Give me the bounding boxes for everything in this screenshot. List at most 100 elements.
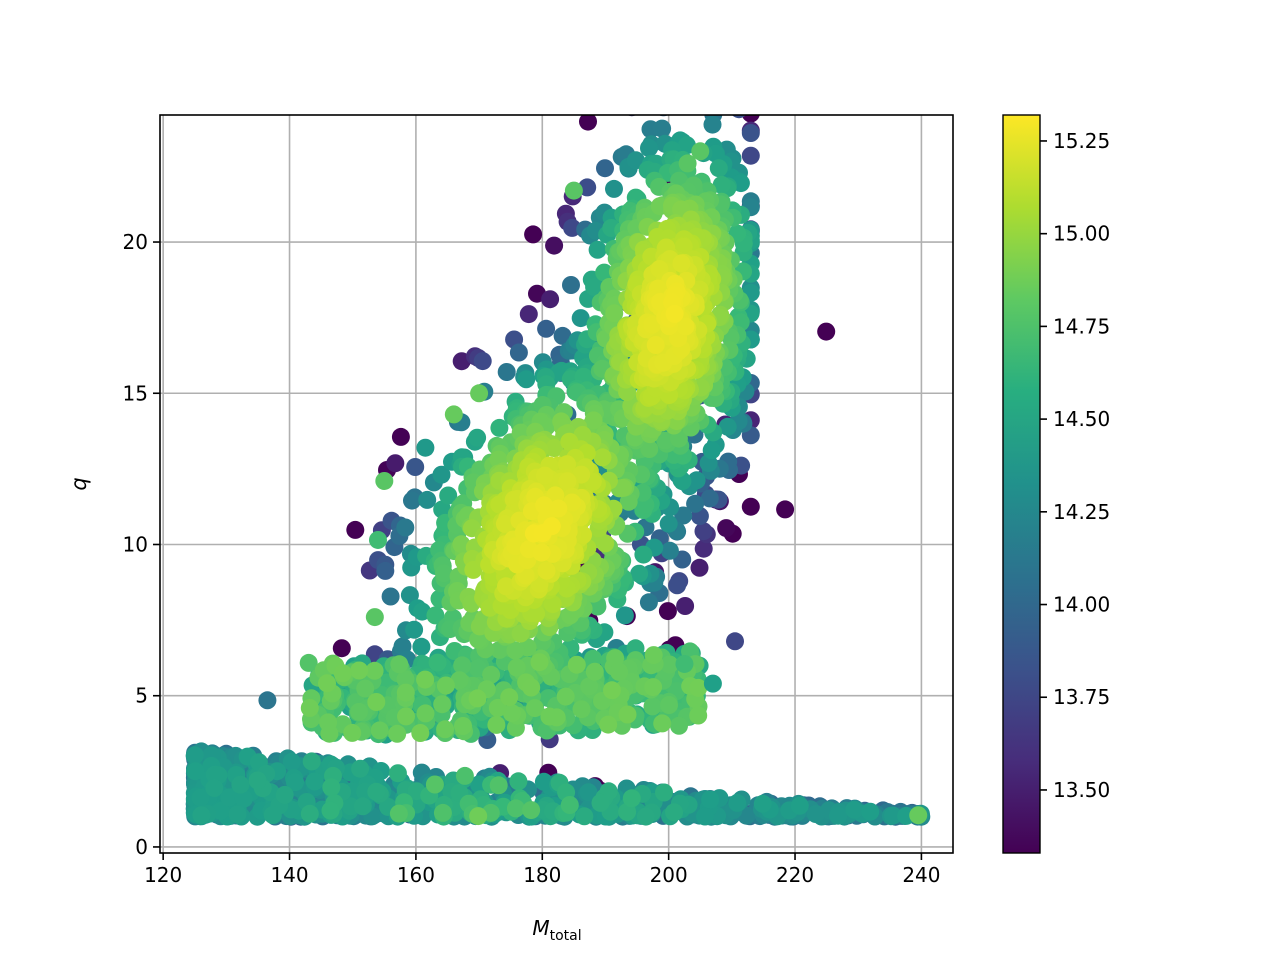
scatter-point (690, 558, 709, 577)
scatter-point (497, 577, 515, 596)
scatter-point (522, 678, 541, 697)
scatter-point (579, 783, 598, 802)
scatter-point (563, 218, 582, 237)
scatter-point (386, 454, 405, 473)
scatter-point (672, 254, 691, 273)
x-tick-label-1: 140 (270, 863, 308, 887)
plot-frame (159, 114, 954, 854)
scatter-point (412, 637, 431, 656)
scatter-point (673, 87, 691, 105)
scatter-point (687, 471, 706, 490)
scatter-point (524, 225, 543, 244)
scatter-point (396, 683, 415, 702)
scatter-point (282, 752, 301, 771)
scatter-point (545, 236, 564, 255)
scatter-point (715, 84, 733, 102)
scatter-point (829, 806, 848, 825)
scatter-point (507, 658, 526, 677)
scatter-point (615, 606, 634, 625)
scatter-point (741, 124, 760, 142)
outlier-point-5 (564, 181, 583, 200)
scatter-point (300, 699, 319, 717)
scatter-point (585, 662, 604, 681)
scatter-point (610, 662, 629, 681)
outlier-point-0 (726, 632, 745, 651)
scatter-point (605, 179, 623, 198)
scatter-point (388, 724, 407, 743)
scatter-point (547, 708, 566, 727)
scatter-point (391, 427, 410, 446)
scatter-point (676, 597, 695, 615)
outlier-point-7 (691, 142, 710, 161)
scatter-point (527, 604, 546, 623)
scatter-point (300, 804, 319, 823)
scatter-point (332, 639, 351, 658)
scatter-point (351, 759, 370, 778)
y-tick-label-1: 5 (135, 684, 148, 708)
scatter-point (579, 115, 597, 131)
scatter-point (861, 802, 880, 821)
scatter-point (473, 352, 492, 371)
scatter-point (489, 776, 508, 795)
scatter-point (541, 290, 560, 309)
outlier-point-11 (368, 530, 387, 549)
scatter-point (571, 309, 590, 328)
scatter-point (643, 697, 662, 716)
scatter-point (585, 278, 604, 296)
x-axis: 120 140 160 180 200 220 240 (144, 853, 941, 887)
scatter-point (670, 115, 676, 116)
scatter-point (593, 448, 612, 467)
scatter-point (405, 620, 424, 639)
scatter-point (567, 655, 586, 674)
scatter-point (660, 696, 678, 714)
scatter-point (543, 595, 562, 614)
scatter-point (231, 775, 250, 794)
colorbar-tick-label-3: 14.25 (1053, 500, 1110, 524)
scatter-point (365, 661, 384, 680)
scatter-point (535, 466, 554, 485)
x-tick-label-5: 220 (776, 863, 814, 887)
scatter-point (618, 802, 637, 821)
scatter-point (400, 586, 419, 605)
scatter-point (370, 721, 389, 740)
scatter-point (436, 720, 455, 739)
scatter-point (205, 779, 224, 797)
scatter-point (640, 139, 658, 157)
scatter-point (696, 807, 714, 826)
colorbar-tick-label-1: 13.75 (1053, 685, 1110, 709)
scatter-point (428, 653, 447, 672)
scatter-point (416, 670, 435, 689)
scatter-point (596, 159, 614, 178)
scatter-point (343, 723, 362, 742)
scatter-point (482, 665, 501, 684)
scatter-point (275, 785, 294, 804)
scatter-point (644, 678, 663, 697)
scatter-point (596, 534, 615, 553)
scatter-point (406, 458, 425, 476)
scatter-point (614, 478, 633, 497)
scatter-point (584, 411, 603, 430)
scatter-point (653, 714, 672, 733)
scatter-point (534, 772, 553, 791)
scatter-point (356, 679, 375, 698)
x-tick-label-3: 180 (523, 863, 561, 887)
colorbar-tick-label-5: 14.75 (1053, 314, 1110, 338)
scatter-point (591, 793, 610, 812)
scatter-point (674, 506, 693, 525)
x-tick-label-6: 240 (902, 863, 940, 887)
scatter-point (525, 699, 544, 718)
scatter-point (556, 687, 575, 706)
x-tick-label-2: 160 (397, 863, 435, 887)
scatter-point (665, 803, 684, 822)
y-axis-label: q (67, 477, 91, 490)
scatter-point (537, 319, 556, 338)
scatter-point (436, 676, 455, 695)
scatter-point (709, 159, 728, 178)
scatter-point (646, 336, 665, 354)
scatter-point (679, 45, 697, 63)
colorbar-tick-label-4: 14.50 (1053, 407, 1110, 431)
scatter-point (432, 465, 451, 484)
scatter-point (884, 806, 902, 825)
scatter-point (506, 537, 525, 556)
